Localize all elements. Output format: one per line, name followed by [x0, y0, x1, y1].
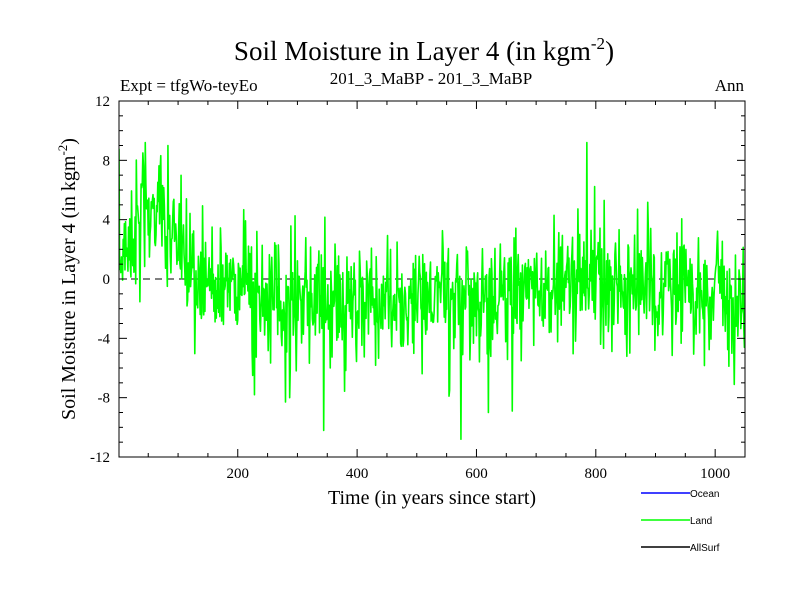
series-line-land [119, 141, 745, 440]
legend-label-allsurf: AllSurf [690, 543, 720, 554]
x-tick-label: 600 [465, 466, 488, 482]
y-tick-label: 12 [95, 94, 110, 110]
period-label: 201_3_MaBP - 201_3_MaBP [330, 69, 532, 88]
chart-title: Soil Moisture in Layer 4 (in kgm-2) [234, 34, 614, 66]
series-layer [119, 141, 745, 440]
legend-label-land: Land [690, 516, 712, 527]
x-tick-label: 1000 [700, 466, 730, 482]
x-tick-label: 800 [585, 466, 608, 482]
season-label: Ann [715, 76, 745, 95]
x-axis-ticks: 200 400 600 800 1000 [147, 101, 746, 482]
x-tick-label: 200 [227, 466, 250, 482]
x-axis-label: Time (in years since start) [328, 487, 536, 509]
y-tick-label: 8 [103, 153, 111, 169]
y-tick-label: 4 [103, 213, 111, 229]
y-tick-label: -8 [98, 391, 111, 407]
x-tick-label: 400 [346, 466, 369, 482]
y-axis-label: Soil Moisture in Layer 4 (in kgm-2) [55, 138, 80, 420]
y-tick-label: -12 [90, 450, 110, 466]
y-tick-label: -4 [98, 331, 111, 347]
legend: Ocean Land AllSurf [641, 489, 720, 554]
experiment-label: Expt = tfgWo-teyEo [120, 76, 258, 95]
legend-label-ocean: Ocean [690, 489, 719, 500]
y-axis-ticks: -12 -8 -4 0 4 8 12 [90, 94, 745, 466]
y-tick-label: 0 [103, 272, 111, 288]
